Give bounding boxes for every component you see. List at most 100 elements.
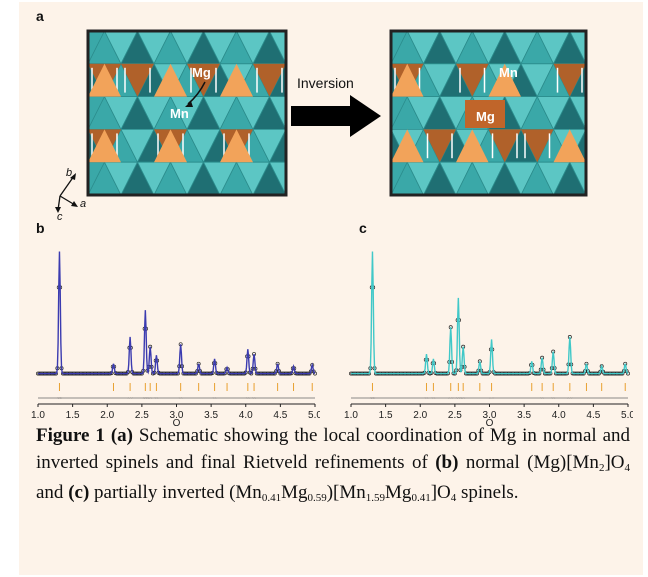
rietveld-chart-normal: 1.0 1.5 2.0 2.5 3.0 3.5 4.0 4.5 5.0 Q bbox=[31, 251, 320, 426]
octahedron-face bbox=[268, 161, 286, 195]
octahedron-face bbox=[268, 96, 286, 131]
tetrahedron-site bbox=[521, 129, 554, 163]
tetrahedron-site bbox=[456, 129, 489, 163]
right-mg-site bbox=[465, 100, 505, 128]
octahedron-face bbox=[303, 162, 336, 195]
x-tick-label: 5.0 bbox=[308, 410, 320, 421]
caption-text: )[Mn bbox=[326, 482, 366, 503]
caption-b-label: (b) bbox=[435, 452, 459, 473]
calculated-profile bbox=[38, 251, 316, 375]
caption-c-label: (c) bbox=[68, 482, 90, 503]
octahedron-face bbox=[269, 31, 286, 65]
octahedron-face bbox=[602, 162, 635, 195]
rietveld-chart-inverted: 1.0 1.5 2.0 2.5 3.0 3.5 4.0 4.5 5.0 Q bbox=[344, 251, 633, 426]
octahedron-face bbox=[285, 62, 286, 65]
difference-curve bbox=[351, 397, 629, 399]
x-tick-label: 4.0 bbox=[552, 410, 566, 421]
octahedron-face bbox=[303, 31, 336, 64]
octahedron-face bbox=[585, 194, 586, 195]
normal-spinel-lattice bbox=[88, 31, 336, 195]
caption-text: Mg bbox=[281, 482, 308, 503]
tetrahedron-site bbox=[220, 129, 253, 163]
caption-sub: 2 bbox=[598, 462, 605, 474]
tetrahedron-site bbox=[154, 129, 187, 163]
observed-point bbox=[249, 371, 254, 376]
octahedron-face bbox=[569, 31, 586, 65]
tetrahedron-site bbox=[391, 63, 424, 97]
tetrahedron-site bbox=[423, 129, 456, 163]
inverted-spinel-frame bbox=[389, 29, 588, 197]
x-tick-label: 3.5 bbox=[204, 410, 218, 421]
tetrahedron-site bbox=[154, 63, 187, 97]
caption-sub: 4 bbox=[624, 462, 631, 474]
octahedron-face bbox=[569, 96, 586, 131]
x-tick-label: 4.5 bbox=[273, 410, 287, 421]
caption-figure-label: Figure 1 bbox=[36, 425, 105, 446]
tetrahedron-site bbox=[88, 129, 121, 163]
octahedron-face bbox=[602, 31, 635, 64]
observed-point bbox=[313, 371, 317, 376]
left-pointer-arrowhead bbox=[185, 101, 193, 107]
caption-sub: 4 bbox=[450, 492, 457, 504]
caption-text-b: normal (Mg)[Mn bbox=[458, 452, 599, 473]
x-tick-label: 3.0 bbox=[483, 410, 497, 421]
octahedron-face bbox=[585, 128, 586, 130]
caption-text: and bbox=[36, 482, 69, 503]
tetrahedron-site bbox=[121, 63, 154, 97]
right-mn-label: Mn bbox=[499, 65, 518, 80]
octahedron-face bbox=[602, 97, 635, 130]
spinel-schematic: Mg Mn Mn Mg Inversion b c a bbox=[55, 29, 635, 223]
tetrahedron-site bbox=[488, 129, 521, 163]
normal-spinel-frame bbox=[86, 29, 288, 197]
x-tick-label: 1.0 bbox=[31, 410, 45, 421]
axis-c-label: c bbox=[57, 211, 63, 223]
figure-caption: Figure 1 (a) Schematic showing the local… bbox=[36, 422, 630, 509]
observed-point bbox=[626, 371, 630, 376]
caption-sub: 0.41 bbox=[411, 492, 431, 504]
tetrahedron-site bbox=[88, 63, 121, 97]
octahedron-face bbox=[285, 128, 286, 131]
caption-text-a: Schematic showing the local coordination… bbox=[36, 425, 631, 473]
x-tick-label: 1.5 bbox=[66, 410, 80, 421]
caption-text: ]O bbox=[430, 482, 451, 503]
panel-label-b: b bbox=[36, 220, 45, 236]
axis-b-label: b bbox=[66, 167, 72, 179]
inversion-label: Inversion bbox=[297, 75, 354, 91]
tetrahedron-site bbox=[391, 129, 424, 163]
octahedron-face bbox=[585, 63, 586, 65]
x-tick-label: 4.0 bbox=[239, 410, 253, 421]
x-tick-label: 2.0 bbox=[413, 410, 427, 421]
x-tick-label: 2.5 bbox=[135, 410, 149, 421]
tetrahedron-site bbox=[187, 63, 220, 97]
inversion-arrow bbox=[291, 95, 381, 137]
right-mg-label: Mg bbox=[476, 109, 495, 124]
panel-label-c: c bbox=[359, 220, 367, 236]
tetrahedron-site bbox=[220, 63, 253, 97]
inverted-spinel-lattice bbox=[391, 31, 635, 195]
x-tick-label: 3.5 bbox=[517, 410, 531, 421]
caption-text: Mg bbox=[385, 482, 412, 503]
x-tick-label: 1.5 bbox=[379, 410, 393, 421]
octahedron-face bbox=[585, 128, 586, 131]
tetrahedron-site bbox=[488, 63, 521, 97]
x-tick-label: 1.0 bbox=[344, 410, 358, 421]
tetrahedron-site bbox=[253, 63, 286, 97]
caption-text: spinels. bbox=[456, 482, 519, 503]
left-mg-label: Mg bbox=[192, 65, 211, 80]
caption-sub: 1.59 bbox=[365, 492, 386, 504]
octahedron-face bbox=[268, 128, 286, 163]
octahedron-face bbox=[285, 194, 286, 195]
x-tick-label: 3.0 bbox=[170, 410, 184, 421]
octahedron-face bbox=[569, 161, 586, 195]
axis-a-label: a bbox=[80, 198, 86, 210]
calculated-profile bbox=[351, 251, 629, 375]
caption-sub: 0.41 bbox=[261, 492, 282, 504]
x-tick-label: 4.5 bbox=[586, 410, 600, 421]
left-mn-label: Mn bbox=[170, 106, 189, 121]
x-axis-label: Q bbox=[486, 418, 494, 426]
tetrahedron-site bbox=[553, 129, 586, 163]
caption-a-label: (a) bbox=[110, 425, 133, 446]
crystal-axes: b c a bbox=[55, 167, 86, 223]
x-tick-label: 5.0 bbox=[621, 410, 633, 421]
tetrahedron-site bbox=[553, 63, 586, 97]
